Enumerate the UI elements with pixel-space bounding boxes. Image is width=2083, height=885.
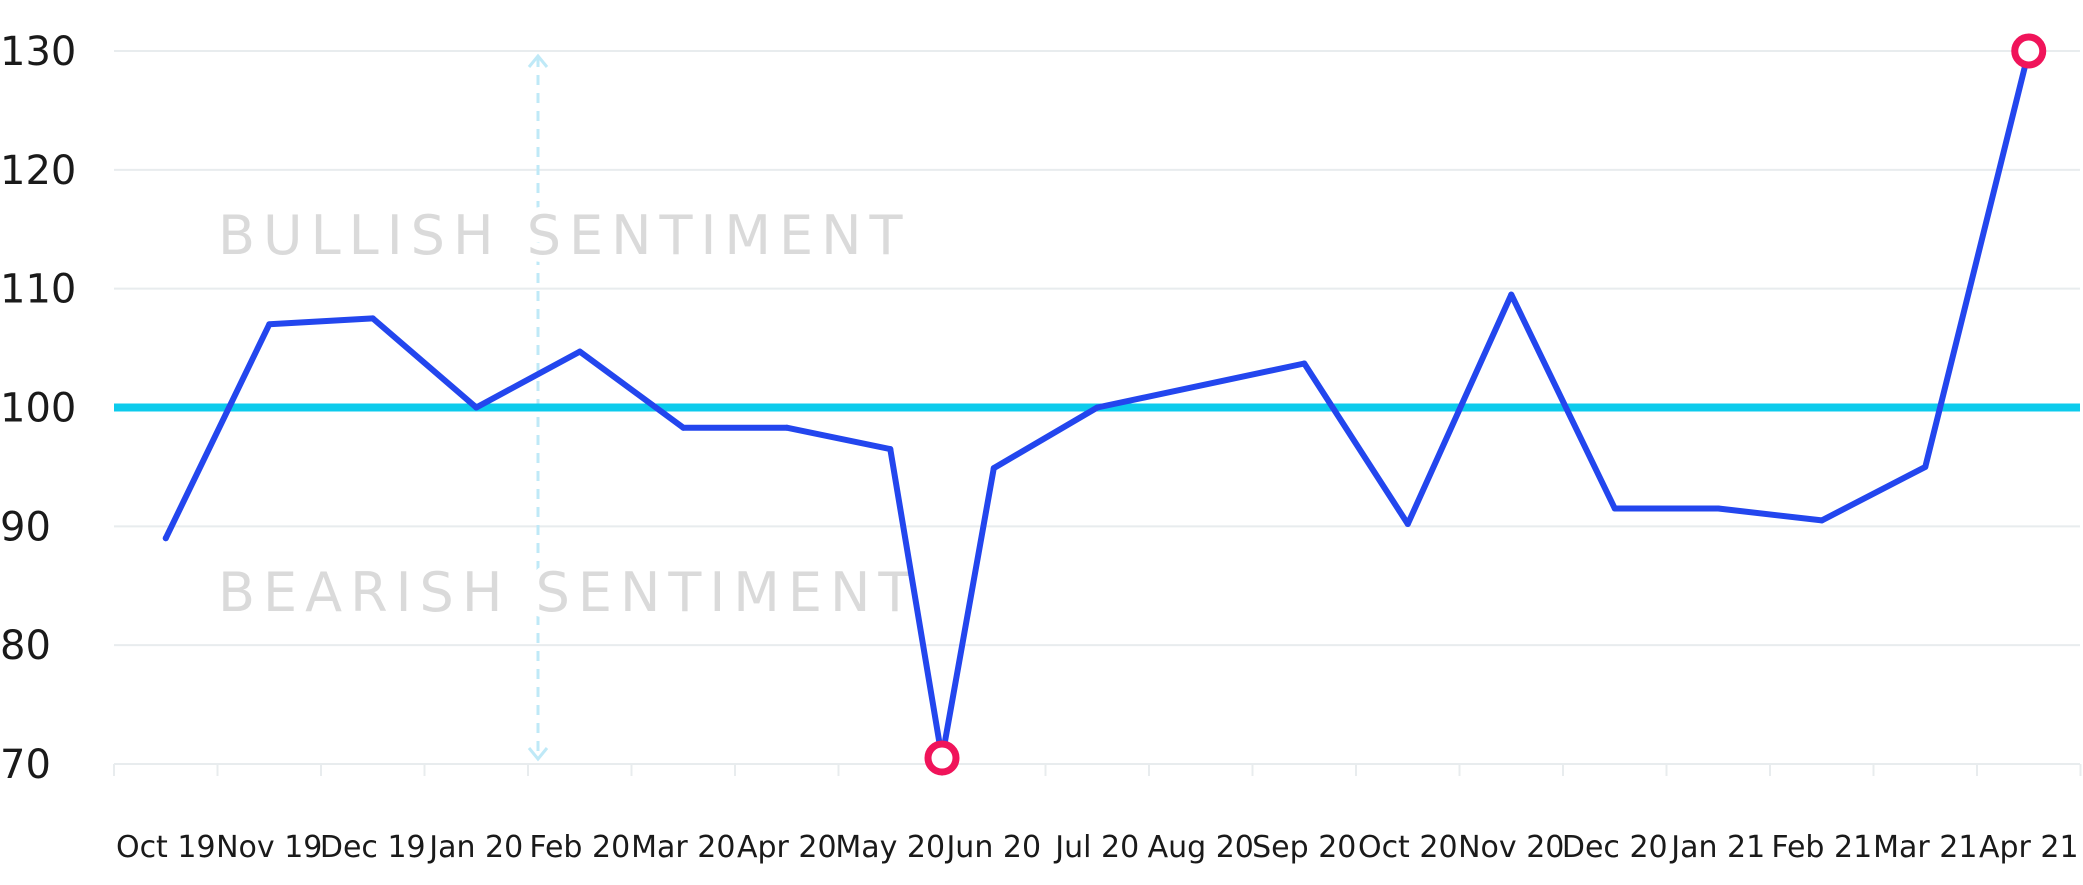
x-tick-label: Jul 20 <box>1053 830 1139 865</box>
data-point <box>1611 505 1618 512</box>
bearish-sentiment-label: BEARISH SENTIMENT <box>218 561 919 624</box>
x-tick-label: Dec 20 <box>1562 830 1668 865</box>
x-tick-label: Sep 20 <box>1252 830 1356 865</box>
data-point <box>990 465 997 472</box>
y-tick-label: 100 <box>0 386 76 432</box>
x-tick-label: Dec 19 <box>320 830 426 865</box>
x-tick-label: Apr 21 <box>1979 830 2079 865</box>
x-tick-label: Jan 21 <box>1669 830 1765 865</box>
sentiment-arrow-head-down <box>527 747 549 762</box>
x-tick-label: Mar 20 <box>631 830 735 865</box>
data-point <box>1818 517 1825 524</box>
x-tick-label: Mar 21 <box>1873 830 1977 865</box>
data-point <box>887 446 894 453</box>
y-tick-label: 70 <box>0 742 51 788</box>
x-tick-label: Aug 20 <box>1148 830 1254 865</box>
sentiment-arrow-head-up <box>527 53 549 68</box>
x-tick-label: Apr 20 <box>737 830 837 865</box>
y-tick-label: 120 <box>0 148 76 194</box>
bullish-sentiment-label: BULLISH SENTIMENT <box>218 204 911 267</box>
annotations: BULLISH SENTIMENT BEARISH SENTIMENT <box>211 53 919 762</box>
x-tick-label: May 20 <box>835 830 945 865</box>
highlight-point <box>924 740 960 776</box>
data-point <box>576 348 583 355</box>
x-tick-label: Jun 20 <box>944 830 1041 865</box>
data-point <box>1922 463 1929 470</box>
highlight-point <box>2011 33 2047 69</box>
x-tick-label: Feb 21 <box>1771 830 1872 865</box>
data-point <box>783 424 790 431</box>
y-axis-ticks: 70 80 90 100 110 120 130 <box>0 29 76 788</box>
series <box>162 33 2047 776</box>
y-tick-label: 130 <box>0 29 76 75</box>
data-point <box>1404 520 1411 527</box>
x-tick-label: Oct 19 <box>116 830 216 865</box>
x-axis <box>113 763 2082 776</box>
data-point <box>162 535 169 542</box>
data-point <box>680 424 687 431</box>
x-tick-label: Feb 20 <box>529 830 630 865</box>
data-point <box>369 315 376 322</box>
x-tick-label: Jan 20 <box>427 830 523 865</box>
y-tick-label: 110 <box>0 267 76 313</box>
data-point <box>1094 404 1101 411</box>
x-tick-label: Nov 20 <box>1458 830 1564 865</box>
data-point <box>1715 505 1722 512</box>
data-point <box>1301 360 1308 367</box>
y-tick-label: 90 <box>0 504 51 550</box>
data-point <box>266 321 273 328</box>
x-tick-label: Oct 20 <box>1358 830 1458 865</box>
x-tick-label: Nov 19 <box>216 830 322 865</box>
y-tick-label: 80 <box>0 623 51 669</box>
data-point <box>473 404 480 411</box>
data-point <box>1508 291 1515 298</box>
